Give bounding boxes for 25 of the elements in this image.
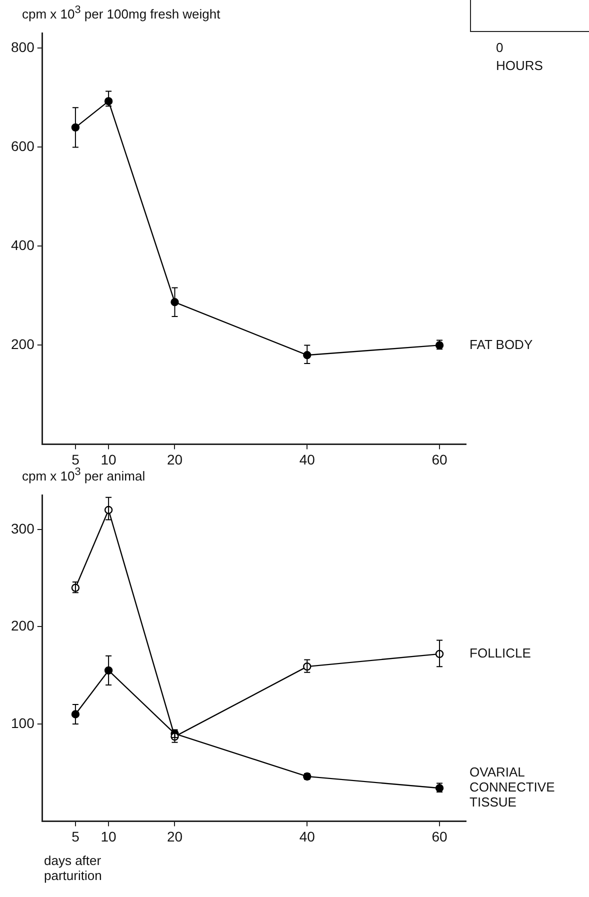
y-tick-label: 200 <box>11 618 35 634</box>
y-tick-label: 800 <box>11 39 35 56</box>
y-axis-title: cpm x 10$^{3}$ per animal <box>22 466 146 484</box>
y-tick-label: 300 <box>11 520 35 536</box>
x-tick-label: 10 <box>100 451 117 468</box>
x-tick-label: 20 <box>166 828 183 844</box>
x-tick-label: 40 <box>299 828 316 844</box>
y-tick-label: 100 <box>11 714 35 731</box>
text: FAT BODY <box>470 336 533 352</box>
x-tick-label: 5 <box>72 828 80 844</box>
x-tick-label: 60 <box>432 451 448 468</box>
text: 0 <box>496 40 504 55</box>
text: FOLLICLE <box>470 646 532 660</box>
x-tick-label: 10 <box>100 828 117 844</box>
x-axis-title: days after parturition <box>44 853 103 883</box>
x-tick-label: 20 <box>166 451 183 468</box>
text: OVARIAL CONNECTIVE TISSUE <box>470 764 556 810</box>
y-tick-label: 600 <box>11 138 35 154</box>
y-tick-label: 200 <box>11 336 35 352</box>
x-tick-label: 60 <box>432 828 448 844</box>
text: HOURS <box>496 58 543 73</box>
y-axis-title: cpm x 10$^{3}$ per 100mg fresh weight <box>22 4 220 22</box>
x-tick-label: 40 <box>299 451 316 468</box>
x-tick-label: 5 <box>72 451 80 468</box>
y-tick-label: 400 <box>11 237 35 254</box>
